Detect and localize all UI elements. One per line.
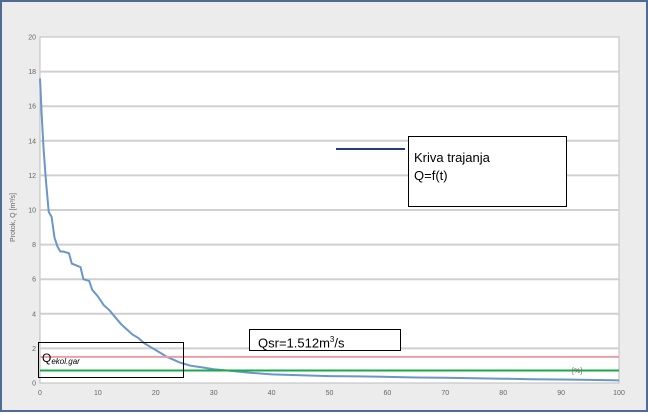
x-tick-labels: 0 10 20 30 40 50 60 70 80 90 100	[38, 390, 625, 397]
x-tick-label: 60	[384, 390, 392, 397]
x-tick-label: 40	[268, 390, 276, 397]
x-tick-label: 10	[94, 390, 102, 397]
x-tick-label: 80	[499, 390, 507, 397]
qekol-main: Q	[42, 351, 52, 365]
y-tick-label: 16	[28, 104, 36, 111]
legend-label-1: Kriva trajanja	[414, 150, 490, 165]
qsr-annotation: Qsr=1.512m3/s	[249, 329, 401, 351]
x-tick-label: 30	[210, 390, 218, 397]
y-tick-label: 6	[32, 277, 36, 284]
y-tick-label: 18	[28, 69, 36, 76]
y-tick-label: 0	[32, 381, 36, 388]
x-axis-label: [%]	[572, 368, 582, 375]
y-axis-label: Protok, Q [m³/s]	[10, 193, 17, 242]
y-tick-label: 4	[32, 311, 36, 318]
qsr-sup: 3	[329, 335, 335, 344]
y-tick-label: 14	[28, 138, 36, 145]
qekol-sub: ekol.gar	[51, 357, 80, 366]
qekol-annotation: Qekol.gar	[38, 342, 184, 378]
qsr-text: Qsr=1.512m	[258, 335, 330, 351]
legend-box: Kriva trajanja Q=f(t)	[408, 136, 567, 207]
y-tick-label: 2	[32, 346, 36, 353]
y-tick-label: 20	[28, 35, 36, 42]
y-tick-label: 10	[28, 208, 36, 215]
qsr-tail: /s	[334, 335, 345, 351]
y-tick-label: 8	[32, 242, 36, 249]
x-tick-label: 20	[152, 390, 160, 397]
series-lines	[39, 78, 620, 382]
x-tick-label: 50	[326, 390, 334, 397]
series-line-kriva-trajanja	[39, 78, 620, 382]
legend-label-2: Q=f(t)	[414, 168, 448, 183]
x-tick-label: 90	[557, 390, 565, 397]
x-tick-label: 100	[613, 390, 625, 397]
x-tick-label: 70	[441, 390, 449, 397]
grid-lines	[40, 70, 619, 350]
x-tick-label: 0	[38, 390, 42, 397]
y-tick-label: 12	[28, 173, 36, 180]
y-tick-labels: 0 2 4 6 8 10 12 14 16 18 20	[28, 35, 36, 388]
